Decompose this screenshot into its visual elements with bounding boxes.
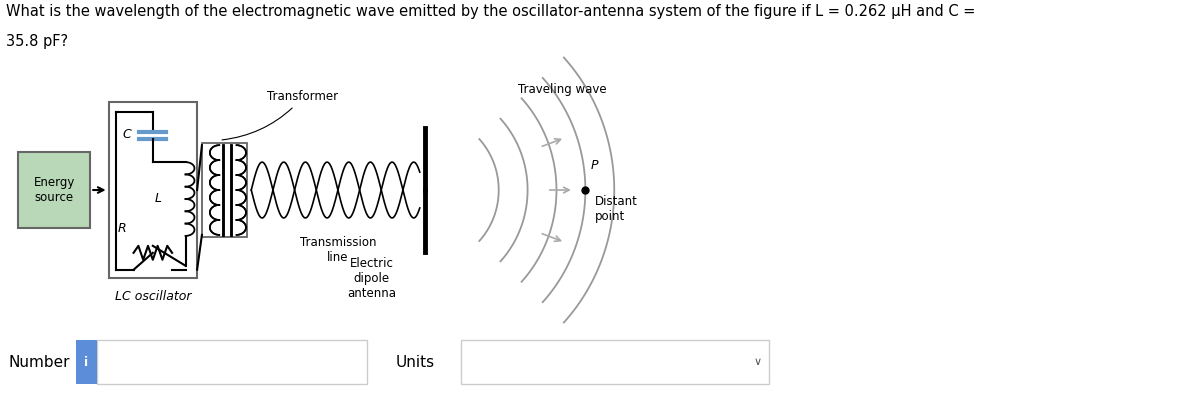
- Text: Transformer: Transformer: [222, 90, 338, 140]
- Text: R: R: [118, 222, 126, 235]
- Bar: [76, 340, 97, 384]
- Text: Units: Units: [396, 355, 434, 370]
- Text: P: P: [590, 159, 598, 172]
- Bar: [18, 152, 90, 228]
- Text: Distant
point: Distant point: [595, 195, 638, 223]
- Bar: [461, 340, 769, 384]
- Text: i: i: [84, 356, 89, 369]
- Text: Traveling wave: Traveling wave: [517, 83, 606, 96]
- Bar: [202, 143, 247, 237]
- Text: C: C: [122, 128, 132, 141]
- Text: ∨: ∨: [754, 357, 762, 367]
- Text: Energy
source: Energy source: [34, 176, 74, 204]
- Text: 35.8 pF?: 35.8 pF?: [6, 34, 67, 49]
- Text: L: L: [155, 192, 162, 205]
- Bar: [97, 340, 366, 384]
- Text: What is the wavelength of the electromagnetic wave emitted by the oscillator-ant: What is the wavelength of the electromag…: [6, 4, 974, 19]
- Text: LC oscillator: LC oscillator: [114, 290, 191, 303]
- Text: Number: Number: [8, 355, 70, 370]
- Text: Transmission
line: Transmission line: [300, 236, 376, 264]
- Text: Electric
dipole
antenna: Electric dipole antenna: [347, 257, 396, 300]
- Bar: [108, 102, 197, 278]
